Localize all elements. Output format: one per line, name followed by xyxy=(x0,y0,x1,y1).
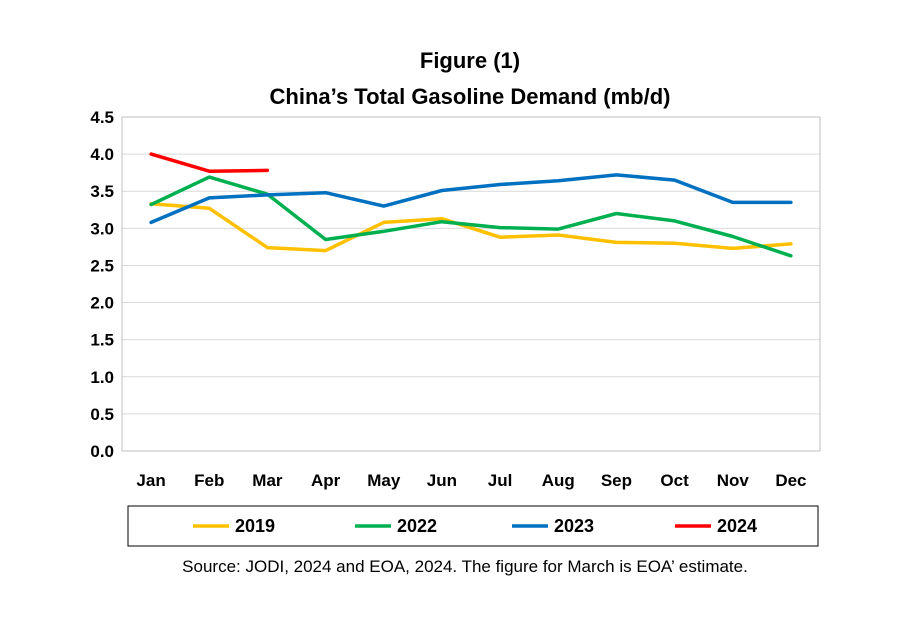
series-line-2022 xyxy=(149,175,793,258)
y-tick-label: 1.5 xyxy=(90,331,114,350)
plot-area-border xyxy=(121,116,821,452)
x-tick-label: Dec xyxy=(775,471,806,490)
y-tick-label: 0.5 xyxy=(90,405,114,424)
legend-box xyxy=(127,505,819,547)
x-tick-label: Feb xyxy=(194,471,224,490)
x-tick-label: Mar xyxy=(252,471,283,490)
y-tick-label: 2.5 xyxy=(90,256,114,275)
y-tick-label: 1.0 xyxy=(90,368,114,387)
series-line-2023 xyxy=(149,173,793,225)
x-tick-label: Apr xyxy=(311,471,341,490)
chart-title-line2: China’s Total Gasoline Demand (mb/d) xyxy=(270,84,671,109)
x-tick-label: Jun xyxy=(427,471,457,490)
series-line-2019 xyxy=(149,202,793,253)
x-tick-label: Jan xyxy=(136,471,165,490)
gridlines xyxy=(122,153,820,415)
x-tick-label: Aug xyxy=(542,471,575,490)
x-tick-label: Nov xyxy=(717,471,750,490)
series-line-2024 xyxy=(149,152,270,173)
x-tick-label: Jul xyxy=(488,471,513,490)
x-tick-label: Sep xyxy=(601,471,632,490)
x-tick-label: Oct xyxy=(660,471,689,490)
y-tick-label: 4.0 xyxy=(90,145,114,164)
series-lines xyxy=(149,152,793,258)
y-tick-label: 2.0 xyxy=(90,294,114,313)
x-axis: Jan Feb Mar Apr May Jun Jul Aug Sep Oct Nov Dec xyxy=(136,471,806,490)
legend-label-2019: 2019 xyxy=(235,516,275,536)
y-axis: 0.0 0.5 1.0 1.5 2.0 2.5 3.0 3.5 4.0 4.5 xyxy=(90,108,114,461)
y-tick-label: 4.5 xyxy=(90,108,114,127)
legend: 2019 2022 2023 2024 xyxy=(193,516,757,536)
y-tick-label: 3.0 xyxy=(90,219,114,238)
y-tick-label: 3.5 xyxy=(90,182,114,201)
legend-label-2024: 2024 xyxy=(717,516,757,536)
chart-title-line1: Figure (1) xyxy=(420,48,520,73)
y-tick-label: 0.0 xyxy=(90,442,114,461)
legend-label-2022: 2022 xyxy=(397,516,437,536)
source-note: Source: JODI, 2024 and EOA, 2024. The fi… xyxy=(182,557,748,576)
legend-label-2023: 2023 xyxy=(554,516,594,536)
x-tick-label: May xyxy=(367,471,401,490)
